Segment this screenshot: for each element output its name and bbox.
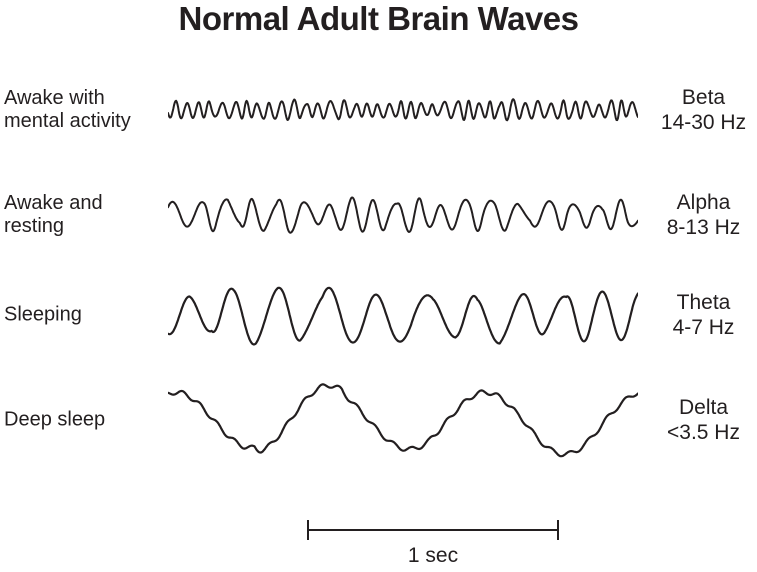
band-frequency-range: <3.5 Hz	[667, 421, 740, 444]
wave-row-beta: Awake with mental activity Beta 14-30 Hz	[0, 78, 757, 142]
band-name: Beta	[681, 86, 726, 109]
band-label-theta: Theta 4-7 Hz	[650, 290, 757, 340]
delta-wave-trace	[168, 383, 638, 458]
wave-row-theta: Sleeping Theta 4-7 Hz	[0, 277, 757, 353]
state-label-beta: Awake with mental activity	[4, 87, 166, 133]
theta-wave-trace	[168, 286, 638, 346]
alpha-wave-trace	[168, 196, 638, 234]
time-scale-bar	[307, 520, 559, 540]
beta-wave-trace	[168, 98, 638, 122]
band-label-beta: Beta 14-30 Hz	[650, 85, 757, 135]
band-name: Theta	[676, 291, 731, 314]
diagram-title: Normal Adult Brain Waves	[178, 0, 579, 37]
time-scale-label: 1 sec	[407, 544, 459, 567]
state-label-alpha: Awake and resting	[4, 192, 166, 238]
state-label-delta: Deep sleep	[4, 409, 166, 432]
wave-row-alpha: Awake and resting Alpha 8-13 Hz	[0, 183, 757, 247]
band-name: Delta	[678, 396, 729, 419]
band-frequency-range: 8-13 Hz	[666, 216, 741, 239]
state-label-line1: Deep sleep	[4, 408, 106, 431]
state-label-line1: Awake with	[4, 87, 105, 109]
state-label-line2: resting	[4, 215, 65, 237]
band-name: Alpha	[676, 191, 731, 214]
state-label-line2: mental activity	[4, 110, 131, 132]
band-label-delta: Delta <3.5 Hz	[650, 395, 757, 445]
band-frequency-range: 14-30 Hz	[660, 111, 747, 134]
band-frequency-range: 4-7 Hz	[672, 316, 735, 339]
band-label-alpha: Alpha 8-13 Hz	[650, 190, 757, 240]
state-label-theta: Sleeping	[4, 304, 166, 327]
state-label-line1: Awake and	[4, 192, 103, 214]
state-label-line1: Sleeping	[4, 303, 82, 326]
wave-row-delta: Deep sleep Delta <3.5 Hz	[0, 374, 757, 466]
